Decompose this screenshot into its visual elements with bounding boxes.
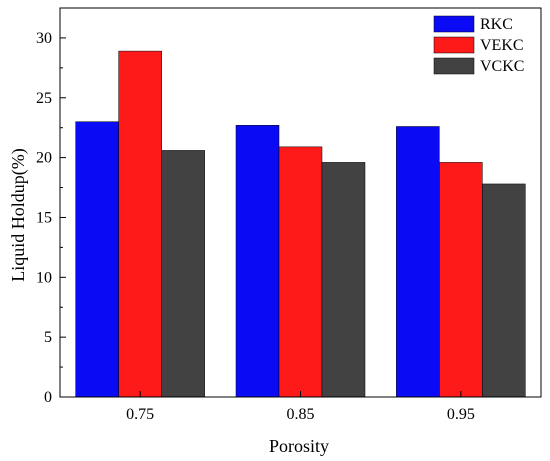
bar-vekc-085 <box>278 146 323 398</box>
bar-rkc-085 <box>235 125 280 398</box>
y-tick-label: 0 <box>44 389 52 406</box>
legend-label-vekc: VEKC <box>480 37 524 54</box>
y-tick-label: 25 <box>36 90 52 107</box>
bar-vckc-095 <box>482 183 526 398</box>
bar-vckc-085 <box>321 162 366 398</box>
bar-vekc-095 <box>439 162 483 398</box>
legend-swatch-rkc <box>433 15 475 33</box>
y-tick-label: 30 <box>36 30 52 47</box>
legend-swatch-vckc <box>433 57 475 75</box>
y-tick-label: 5 <box>44 329 52 346</box>
x-tick-label: 0.85 <box>287 406 315 423</box>
bar-vckc-075 <box>161 150 205 398</box>
y-axis-title: Liquid Holdup(%) <box>8 148 29 281</box>
legend: RKC VEKC VCKC <box>433 15 524 75</box>
bar-vekc-075 <box>118 50 162 398</box>
legend-swatch-vekc <box>433 36 475 54</box>
bar-rkc-075 <box>75 121 119 398</box>
legend-label-vckc: VCKC <box>480 58 524 75</box>
y-tick-label: 20 <box>36 150 52 167</box>
x-tick-label: 0.75 <box>126 406 154 423</box>
axes-group: 0 5 10 15 20 25 30 0.75 0.85 0.95 <box>36 7 542 423</box>
bar-rkc-095 <box>396 126 440 398</box>
legend-label-rkc: RKC <box>480 16 513 33</box>
y-tick-label: 15 <box>36 209 52 226</box>
bars-group <box>75 50 526 398</box>
y-tick-label: 10 <box>36 269 52 286</box>
x-tick-label: 0.95 <box>447 406 475 423</box>
x-axis-title: Porosity <box>269 436 329 456</box>
